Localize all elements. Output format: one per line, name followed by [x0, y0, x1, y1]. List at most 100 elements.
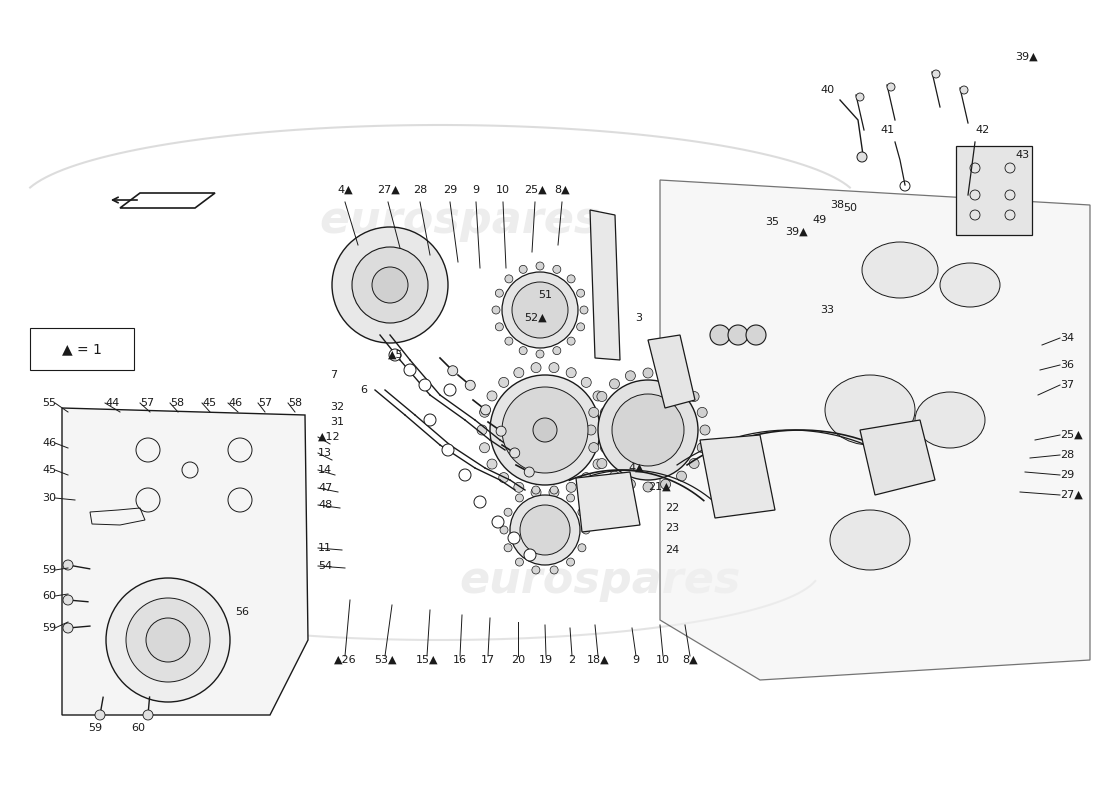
Circle shape — [487, 459, 497, 469]
Circle shape — [536, 350, 544, 358]
Text: 36: 36 — [1060, 360, 1074, 370]
Circle shape — [576, 289, 585, 297]
FancyBboxPatch shape — [30, 328, 134, 370]
Ellipse shape — [830, 510, 910, 570]
Text: 28: 28 — [1060, 450, 1075, 460]
Circle shape — [448, 366, 458, 376]
Circle shape — [568, 275, 575, 283]
Circle shape — [534, 418, 557, 442]
Circle shape — [481, 405, 491, 415]
Text: 9: 9 — [472, 185, 480, 195]
Circle shape — [459, 469, 471, 481]
Text: 11: 11 — [318, 543, 332, 553]
Text: 8▲: 8▲ — [682, 655, 697, 665]
Circle shape — [550, 566, 558, 574]
Circle shape — [582, 526, 590, 534]
Circle shape — [492, 306, 500, 314]
Polygon shape — [62, 408, 308, 715]
Circle shape — [516, 494, 524, 502]
Circle shape — [578, 508, 586, 516]
Circle shape — [728, 325, 748, 345]
Circle shape — [580, 306, 588, 314]
Circle shape — [519, 346, 527, 354]
Circle shape — [932, 70, 940, 78]
Circle shape — [505, 337, 513, 345]
Circle shape — [597, 458, 607, 469]
Circle shape — [531, 362, 541, 373]
Circle shape — [508, 532, 520, 544]
Circle shape — [372, 267, 408, 303]
Circle shape — [644, 482, 653, 492]
Polygon shape — [860, 420, 935, 495]
Circle shape — [588, 407, 598, 418]
Circle shape — [504, 508, 513, 516]
Circle shape — [601, 442, 610, 453]
Text: 10: 10 — [496, 185, 510, 195]
Text: 58: 58 — [288, 398, 302, 408]
Circle shape — [389, 349, 402, 361]
Text: 29: 29 — [443, 185, 458, 195]
Circle shape — [536, 262, 544, 270]
Text: 21▲: 21▲ — [648, 482, 671, 492]
Circle shape — [566, 494, 574, 502]
Text: 40: 40 — [820, 85, 834, 95]
Circle shape — [490, 375, 600, 485]
Text: 16: 16 — [453, 655, 468, 665]
Text: 9: 9 — [632, 655, 639, 665]
Text: 8▲: 8▲ — [554, 185, 570, 195]
Text: 34: 34 — [1060, 333, 1074, 343]
Circle shape — [516, 558, 524, 566]
Circle shape — [697, 407, 707, 418]
Circle shape — [404, 364, 416, 376]
Text: 4▲: 4▲ — [628, 463, 643, 473]
Text: 4▲: 4▲ — [338, 185, 353, 195]
Circle shape — [609, 471, 619, 481]
Text: 59: 59 — [42, 565, 56, 575]
Text: 29: 29 — [1060, 470, 1075, 480]
Text: 17: 17 — [481, 655, 495, 665]
Circle shape — [106, 578, 230, 702]
Text: ▲5: ▲5 — [388, 350, 404, 360]
Circle shape — [510, 495, 580, 565]
Text: 59: 59 — [88, 723, 102, 733]
Circle shape — [502, 272, 578, 348]
Text: 14: 14 — [318, 465, 332, 475]
Text: 25▲: 25▲ — [1060, 430, 1082, 440]
Text: 27▲: 27▲ — [1060, 490, 1082, 500]
Circle shape — [676, 379, 686, 389]
Circle shape — [477, 425, 487, 435]
Text: 31: 31 — [330, 417, 344, 427]
Text: 25▲: 25▲ — [524, 185, 547, 195]
Circle shape — [487, 391, 497, 401]
Text: 60: 60 — [42, 591, 56, 601]
Text: 37: 37 — [1060, 380, 1074, 390]
Circle shape — [609, 379, 619, 389]
Circle shape — [480, 407, 490, 418]
Circle shape — [509, 448, 519, 458]
Text: 45: 45 — [42, 465, 56, 475]
Circle shape — [549, 487, 559, 498]
Circle shape — [676, 471, 686, 481]
Text: 39▲: 39▲ — [1015, 52, 1037, 62]
Text: 58: 58 — [170, 398, 184, 408]
Text: 46: 46 — [42, 438, 56, 448]
Circle shape — [532, 566, 540, 574]
Text: 51: 51 — [538, 290, 552, 300]
Circle shape — [442, 444, 454, 456]
Circle shape — [143, 710, 153, 720]
Circle shape — [626, 370, 636, 381]
Text: 22: 22 — [666, 503, 680, 513]
Text: 44: 44 — [104, 398, 119, 408]
Text: 27▲: 27▲ — [376, 185, 399, 195]
Text: 32: 32 — [330, 402, 344, 412]
Circle shape — [496, 426, 506, 436]
Circle shape — [586, 425, 596, 435]
Text: 57: 57 — [140, 398, 154, 408]
Text: 52▲: 52▲ — [524, 313, 547, 323]
Text: ▲ = 1: ▲ = 1 — [62, 342, 102, 356]
Circle shape — [424, 414, 436, 426]
Text: 48: 48 — [318, 500, 332, 510]
Circle shape — [512, 282, 568, 338]
Circle shape — [960, 86, 968, 94]
Circle shape — [689, 391, 700, 402]
